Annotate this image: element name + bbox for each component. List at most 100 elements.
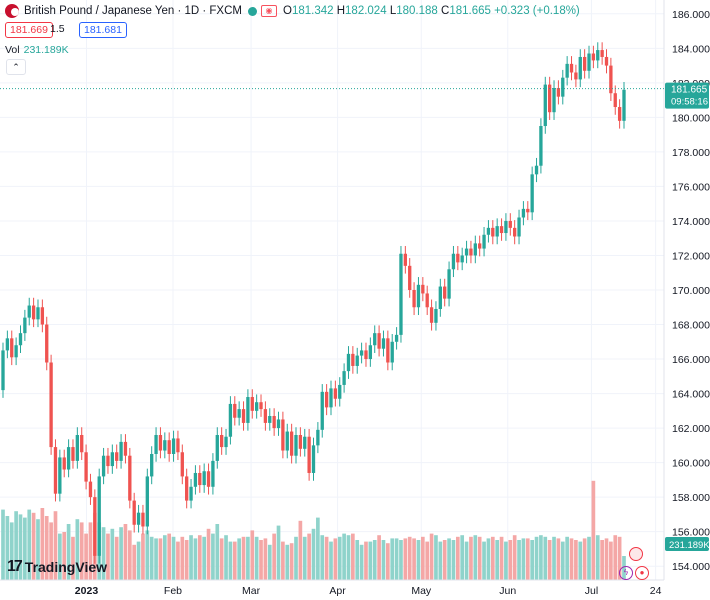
candle-body [464, 248, 469, 256]
volume-bar [171, 536, 176, 580]
lightning-icon[interactable]: ϟ [619, 566, 633, 580]
volume-bar [36, 519, 40, 580]
volume-bar [9, 522, 14, 580]
volume-bar [609, 541, 613, 580]
volume-bar [477, 536, 482, 580]
candle-body [224, 436, 228, 448]
candle-body [342, 371, 346, 385]
tradingview-logo[interactable]: 17 TradingView [7, 558, 107, 576]
volume-bar [110, 528, 115, 580]
volume-bar [228, 541, 233, 580]
candle-body [622, 89, 626, 121]
volume-bar [394, 538, 399, 580]
volume-bar [412, 538, 416, 580]
candle-body [115, 452, 119, 461]
price-axis[interactable]: 154.000 156.000 158.000 160.000 162.000 164.0… [663, 0, 710, 600]
sell-button[interactable]: 181.669 [5, 22, 53, 38]
candle-body [609, 65, 613, 94]
collapse-legend-chevron-icon[interactable]: ⌃ [6, 59, 26, 75]
candle-body [377, 333, 381, 349]
volume-bar [40, 508, 45, 580]
volume-bar [547, 540, 552, 580]
candle-body [285, 431, 289, 451]
volume-bar [499, 536, 504, 580]
time-tick-label: 2023 [75, 585, 99, 597]
volume-bar [197, 535, 202, 580]
volume-bar [495, 540, 500, 580]
candle-body [163, 440, 167, 451]
volume-bar [390, 538, 395, 580]
volume-bar [364, 541, 368, 580]
candle-body [600, 50, 604, 57]
candle-body [106, 455, 110, 467]
candle-body [171, 438, 176, 454]
candle-body [386, 338, 390, 363]
price-tick-label: 178.000 [672, 147, 710, 159]
volume-bar [237, 538, 241, 580]
candle-body [180, 452, 184, 477]
volume-bar [158, 538, 163, 580]
candle-body [534, 165, 539, 175]
market-open-icon [247, 6, 257, 16]
candle-body [565, 63, 569, 78]
candle-body [421, 284, 425, 294]
candle-body [303, 436, 307, 449]
candle-body [254, 402, 259, 411]
volume-bar [62, 532, 67, 580]
candle-body [438, 286, 442, 309]
volume-bar [114, 536, 119, 580]
volume-bar [215, 524, 220, 580]
candle-body [215, 435, 219, 461]
volume-bar [359, 544, 364, 580]
price-tick-label: 168.000 [672, 320, 710, 332]
time-axis[interactable]: 2023 Feb Mar Apr May Jun Jul 24 [0, 579, 664, 597]
candle-body [10, 338, 14, 358]
candle-body [412, 290, 416, 308]
candle-body [469, 248, 473, 256]
candle-body [582, 56, 587, 71]
volume-bar [1, 509, 5, 580]
price-tick-label: 184.000 [672, 43, 710, 55]
candle-body [84, 452, 88, 482]
volume-bar [176, 541, 180, 580]
volume-bar [420, 536, 425, 580]
volume-bar [162, 535, 167, 580]
volume-bar [587, 536, 591, 580]
candle-body [416, 284, 421, 308]
volume-bar [298, 520, 303, 580]
candle-body [276, 419, 281, 429]
price-tick-label: 164.000 [672, 389, 710, 401]
candle-body [604, 56, 609, 66]
candle-body [154, 435, 158, 454]
volume-bar [145, 530, 150, 580]
candle-body [93, 497, 97, 556]
symbol-title[interactable]: British Pound / Japanese Yen · 1D · FXCM [24, 5, 242, 17]
volume-bar [490, 536, 495, 580]
volume-legend-value: 231.189K [23, 44, 69, 56]
candle-body [508, 220, 512, 228]
price-tick-label: 180.000 [672, 112, 710, 124]
candle-body [36, 307, 40, 320]
volume-bar [254, 536, 259, 580]
event-flag-icon[interactable] [629, 547, 643, 561]
candle-body [119, 441, 123, 461]
hide-eye-icon[interactable]: ◉ [260, 5, 277, 17]
volume-bar [425, 541, 430, 580]
volume-bar [311, 528, 316, 580]
buy-button[interactable]: 181.681 [79, 22, 127, 38]
volume-bar [355, 540, 360, 580]
candle-body [40, 307, 45, 325]
record-icon[interactable]: ● [635, 566, 649, 580]
candle-body [351, 353, 355, 366]
candle-body [613, 93, 617, 108]
candle-body [434, 308, 438, 323]
candle-body [526, 208, 530, 213]
volume-bar [101, 527, 106, 580]
candles [1, 42, 626, 564]
candle-body [521, 208, 526, 218]
candle-body [189, 486, 193, 501]
volume-bar [250, 530, 255, 580]
candle-body [241, 409, 246, 423]
candle-body [259, 402, 263, 410]
